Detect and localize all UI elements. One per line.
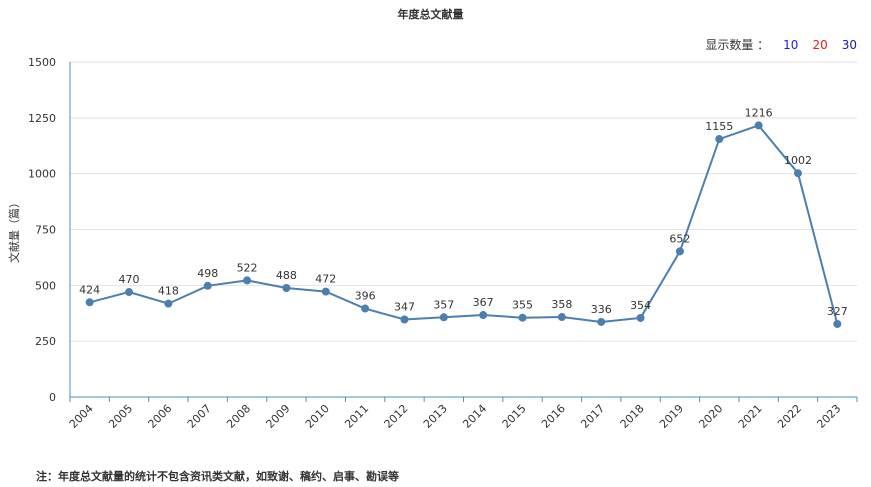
data-label: 418 xyxy=(158,285,179,298)
data-label: 367 xyxy=(473,296,494,309)
show-count-20-option[interactable]: 20 xyxy=(812,37,828,52)
data-point[interactable] xyxy=(125,288,134,297)
show-count-label: 显示数量 ： xyxy=(705,38,770,52)
show-count-10-option[interactable]: 10 xyxy=(783,37,799,52)
x-tick-label: 2009 xyxy=(264,402,293,431)
x-tick-label: 2015 xyxy=(500,402,529,431)
x-tick-label: 2022 xyxy=(775,402,804,431)
x-tick-label: 2008 xyxy=(224,402,253,431)
y-tick-label: 0 xyxy=(49,391,56,404)
data-point[interactable] xyxy=(636,313,645,322)
x-tick-label: 2013 xyxy=(421,402,450,431)
data-point[interactable] xyxy=(597,317,606,326)
data-point[interactable] xyxy=(243,276,252,285)
data-point[interactable] xyxy=(282,284,291,293)
data-point[interactable] xyxy=(754,121,763,130)
data-label: 327 xyxy=(827,305,848,318)
data-label: 1002 xyxy=(784,154,812,167)
x-tick-label: 2006 xyxy=(146,402,175,431)
data-label: 358 xyxy=(551,298,572,311)
data-point[interactable] xyxy=(715,135,724,144)
data-point[interactable] xyxy=(833,319,842,328)
axes xyxy=(69,62,858,402)
data-point[interactable] xyxy=(675,247,684,256)
data-label: 498 xyxy=(197,267,218,280)
data-label: 652 xyxy=(669,232,690,245)
x-tick-label: 2011 xyxy=(342,402,371,431)
x-tick-label: 2014 xyxy=(460,402,489,431)
data-point[interactable] xyxy=(518,313,527,322)
x-tick-labels: 2004 2005 2006 2007 2008 2009 2010 2011 2012 2013… xyxy=(67,402,844,431)
data-labels: 424 470 418 498 522 488 472 396 347 357 367 355 358 3… xyxy=(79,106,848,318)
x-tick-label: 2012 xyxy=(382,402,411,431)
y-axis-label: 文献量（篇） xyxy=(7,197,21,263)
y-tick-label: 750 xyxy=(35,224,56,237)
show-count-control: 显示数量 ： 10 20 30 xyxy=(705,36,857,53)
data-label: 354 xyxy=(630,299,651,312)
y-tick-label: 1000 xyxy=(28,168,56,181)
y-tick-label: 250 xyxy=(35,335,56,348)
data-point[interactable] xyxy=(203,281,212,290)
x-tick-label: 2023 xyxy=(814,402,843,431)
x-tick-label: 2017 xyxy=(578,402,607,431)
x-tick-label: 2007 xyxy=(185,402,214,431)
data-point[interactable] xyxy=(164,299,173,308)
data-label: 470 xyxy=(119,273,140,286)
y-tick-label: 1250 xyxy=(28,112,56,125)
data-label: 522 xyxy=(237,261,258,274)
data-label: 1155 xyxy=(705,120,733,133)
y-tick-labels: 0 250 500 750 1000 1250 1500 xyxy=(28,56,56,404)
data-label: 355 xyxy=(512,299,533,312)
data-label: 357 xyxy=(433,298,454,311)
data-point[interactable] xyxy=(321,287,330,296)
data-label: 396 xyxy=(355,290,376,303)
data-label: 347 xyxy=(394,301,415,314)
data-label: 336 xyxy=(591,303,612,316)
footnote: 注：年度总文献量的统计不包含资讯类文献，如致谢、稿约、启事、勘误等 xyxy=(36,470,399,483)
x-tick-label: 2016 xyxy=(539,402,568,431)
data-point[interactable] xyxy=(439,313,448,322)
data-point[interactable] xyxy=(479,311,488,320)
chart-title: 年度总文献量 xyxy=(397,8,464,21)
x-tick-label: 2005 xyxy=(106,402,135,431)
grid-lines xyxy=(70,61,857,342)
x-tick-label: 2019 xyxy=(657,402,686,431)
data-point[interactable] xyxy=(400,315,409,324)
show-count-30-option[interactable]: 30 xyxy=(841,37,857,52)
y-tick-label: 500 xyxy=(35,279,56,292)
data-point[interactable] xyxy=(793,169,802,178)
data-point[interactable] xyxy=(85,298,94,307)
x-tick-label: 2021 xyxy=(736,402,765,431)
x-tick-label: 2018 xyxy=(618,402,647,431)
data-label: 1216 xyxy=(745,106,773,119)
data-point[interactable] xyxy=(361,304,370,313)
y-tick-label: 1500 xyxy=(28,56,56,69)
data-label: 424 xyxy=(79,283,100,296)
series-line xyxy=(89,124,839,325)
data-label: 472 xyxy=(315,273,336,286)
x-tick-label: 2004 xyxy=(67,402,96,431)
x-tick-label: 2010 xyxy=(303,402,332,431)
x-tick-label: 2020 xyxy=(696,402,725,431)
data-label: 488 xyxy=(276,269,297,282)
data-point[interactable] xyxy=(557,313,566,322)
data-points xyxy=(85,121,842,328)
